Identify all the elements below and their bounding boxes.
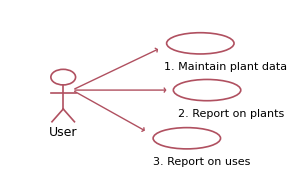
Text: 1. Maintain plant data: 1. Maintain plant data — [164, 62, 287, 72]
Text: 2. Report on plants: 2. Report on plants — [178, 109, 284, 118]
Text: User: User — [49, 126, 77, 139]
Text: 3. Report on uses: 3. Report on uses — [153, 157, 251, 167]
